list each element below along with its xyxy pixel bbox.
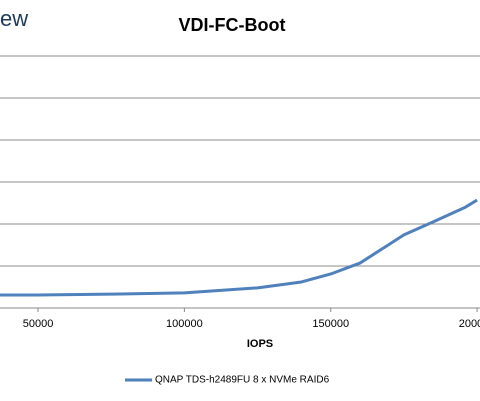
chart-title: VDI-FC-Boot (179, 15, 286, 35)
data-line (0, 198, 478, 297)
legend-label: QNAP TDS-h2489FU 8 x NVMe RAID6 (155, 375, 330, 386)
x-axis-label: IOPS (247, 338, 273, 350)
watermark: ew (0, 6, 28, 31)
x-tick-label: 50000 (23, 318, 54, 330)
x-tick-label: 200000 (459, 318, 480, 330)
x-tick-label: 150000 (312, 318, 349, 330)
x-tick-label: 100000 (166, 318, 203, 330)
